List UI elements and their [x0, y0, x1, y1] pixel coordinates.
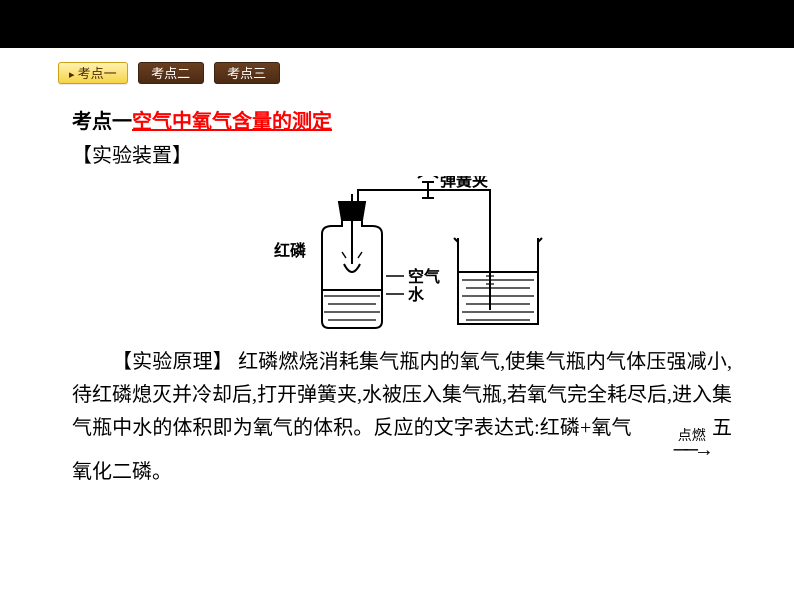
heading-row: 考点一空气中氧气含量的测定 — [72, 106, 732, 138]
principle-label: 【实验原理】 — [112, 351, 233, 373]
arrow-icon: ──→ — [634, 444, 710, 456]
tab-kaodian-1[interactable]: 考点一 — [58, 62, 128, 84]
apparatus-diagram: 弹簧夹 红磷 空气 水 — [72, 176, 732, 336]
diagram-label-air: 空气 — [408, 267, 440, 286]
principle-text: 【实验原理】 红磷燃烧消耗集气瓶内的氧气,使集气瓶内气体压强减小,待红磷熄灭并冷… — [72, 346, 732, 489]
diagram-label-phosphorus: 红磷 — [274, 241, 307, 260]
top-bar — [0, 0, 794, 48]
reaction-arrow: 点燃──→ — [634, 430, 710, 456]
tab-kaodian-3[interactable]: 考点三 — [214, 62, 280, 84]
slide-content: 考点一空气中氧气含量的测定 【实验装置】 — [0, 84, 794, 489]
heading-prefix: 考点一 — [72, 111, 132, 133]
apparatus-label: 【实验装置】 — [72, 140, 732, 172]
diagram-label-clamp: 弹簧夹 — [440, 176, 488, 190]
diagram-label-water: 水 — [408, 285, 425, 304]
heading-title: 空气中氧气含量的测定 — [132, 111, 332, 133]
tab-kaodian-2[interactable]: 考点二 — [138, 62, 204, 84]
tab-bar: 考点一 考点二 考点三 — [0, 48, 794, 84]
